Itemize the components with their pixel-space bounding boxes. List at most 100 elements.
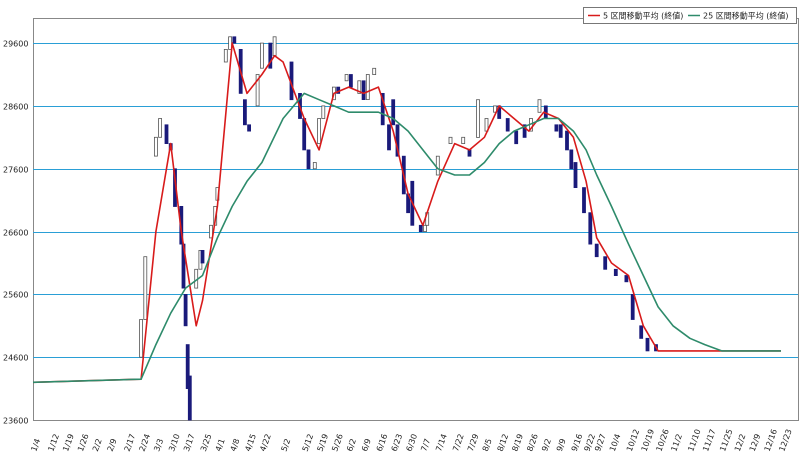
x-tick-label: 10/19 — [640, 428, 656, 453]
x-tick-label: 11/10 — [686, 428, 702, 453]
legend-label-ma25: 25 区間移動平均 (終値) — [703, 11, 789, 21]
y-tick-label: 23600 — [3, 417, 28, 426]
x-tick-label: 3/25 — [199, 433, 214, 453]
x-tick-label: 4/15 — [243, 433, 258, 453]
x-tick-label: 5/19 — [316, 433, 331, 453]
candle-up — [255, 74, 260, 107]
x-tick-label: 1/26 — [76, 433, 91, 453]
candle-up — [312, 162, 317, 170]
candle-down — [380, 93, 385, 126]
candle-up — [344, 74, 349, 82]
candle-up — [448, 136, 453, 145]
x-tick-label: 6/2 — [345, 438, 358, 453]
candle-down — [302, 118, 307, 151]
x-tick-label: 10/12 — [625, 428, 641, 453]
grid — [33, 43, 798, 358]
candle-down — [164, 124, 169, 145]
x-tick-label: 6/30 — [405, 433, 420, 453]
candle-up — [493, 105, 497, 113]
x-tick-label: 12/23 — [777, 428, 793, 453]
candle-up — [272, 36, 277, 56]
x-tick-label: 11/25 — [718, 428, 734, 453]
x-tick-label: 5/2 — [280, 438, 293, 453]
x-tick-label: 7/7 — [419, 438, 432, 453]
candle-down — [361, 80, 366, 101]
candle-down — [268, 42, 273, 69]
x-tick-label: 12/16 — [763, 428, 779, 453]
candle-up — [357, 80, 362, 94]
x-tick-label: 2/24 — [138, 433, 153, 453]
candle-down — [418, 224, 423, 233]
candle-down — [645, 337, 650, 352]
candle-down — [624, 275, 629, 283]
candle-down — [558, 124, 563, 138]
candle-down — [613, 268, 618, 276]
candle-down — [467, 149, 472, 157]
legend-label-ma5: 5 区間移動平均 (終値) — [603, 11, 683, 21]
ma5-line — [32, 42, 781, 384]
candle-up — [365, 74, 370, 101]
y-tick-label: 27600 — [3, 166, 28, 175]
x-axis-ticks: 1/4 1/12 1/19 1/26 2/2 2/9 2/17 2/24 3/3 3/10 3/17… — [29, 428, 793, 453]
x-tick-label: 1/19 — [61, 433, 76, 453]
candle-down — [185, 344, 190, 390]
x-tick-label: 1/4 — [29, 438, 42, 453]
candle-up — [139, 319, 144, 358]
x-tick-label: 6/16 — [375, 433, 390, 453]
candle-down — [573, 162, 578, 189]
x-tick-label: 9/9 — [555, 438, 568, 453]
candle-up — [209, 224, 213, 239]
candle-down — [565, 130, 569, 151]
candle-down — [554, 124, 559, 132]
candle-down — [582, 187, 586, 214]
x-tick-label: 9/2 — [540, 438, 553, 453]
x-tick-label: 7/14 — [434, 433, 449, 453]
x-tick-label: 12/2 — [733, 433, 748, 453]
candle-down — [588, 212, 593, 245]
ma25-line — [32, 92, 781, 384]
x-tick-label: 8/5 — [481, 438, 494, 453]
candle-down — [232, 36, 237, 44]
candle-down — [603, 256, 608, 270]
x-tick-label: 8/19 — [510, 433, 525, 453]
candle-up — [153, 136, 158, 157]
candle-up — [143, 256, 148, 320]
candle-down — [505, 118, 510, 132]
y-tick-label: 26600 — [3, 229, 28, 238]
moving-average-lines — [32, 42, 781, 384]
candle-up — [223, 49, 228, 63]
candle-down — [306, 149, 311, 170]
candle-down — [200, 249, 205, 264]
candle-down — [391, 99, 396, 126]
y-tick-label: 29600 — [3, 40, 28, 49]
candle-up — [321, 105, 326, 119]
x-tick-label: 11/2 — [669, 433, 684, 453]
x-tick-label: 8/12 — [496, 433, 511, 453]
candle-down — [387, 124, 391, 151]
candle-up — [372, 67, 377, 76]
candle-up — [423, 224, 427, 233]
candle-up — [259, 42, 264, 69]
legend: 5 区間移動平均 (終値) 25 区間移動平均 (終値) — [583, 7, 797, 24]
x-tick-label: 4/8 — [229, 438, 242, 453]
candle-down — [242, 99, 247, 126]
x-tick-label: 6/23 — [390, 433, 405, 453]
x-tick-label: 6/9 — [360, 438, 373, 453]
candle-up — [537, 99, 542, 113]
x-tick-label: 2/17 — [123, 433, 138, 453]
x-tick-label: 2/9 — [106, 438, 119, 453]
candle-down — [514, 130, 519, 145]
candle-up — [158, 118, 163, 138]
candle-down — [630, 293, 635, 320]
candle-down — [348, 74, 353, 88]
candle-down — [522, 124, 527, 138]
y-tick-label: 25600 — [3, 291, 28, 300]
y-axis-ticks: 23600 24600 25600 26600 27600 28600 29600 — [3, 40, 28, 426]
x-tick-label: 2/2 — [91, 438, 104, 453]
x-tick-label: 5/26 — [330, 433, 345, 453]
x-tick-label: 3/3 — [152, 438, 165, 453]
x-tick-label: 12/9 — [748, 433, 763, 453]
candle-down — [594, 243, 599, 258]
candle-up — [461, 136, 466, 145]
